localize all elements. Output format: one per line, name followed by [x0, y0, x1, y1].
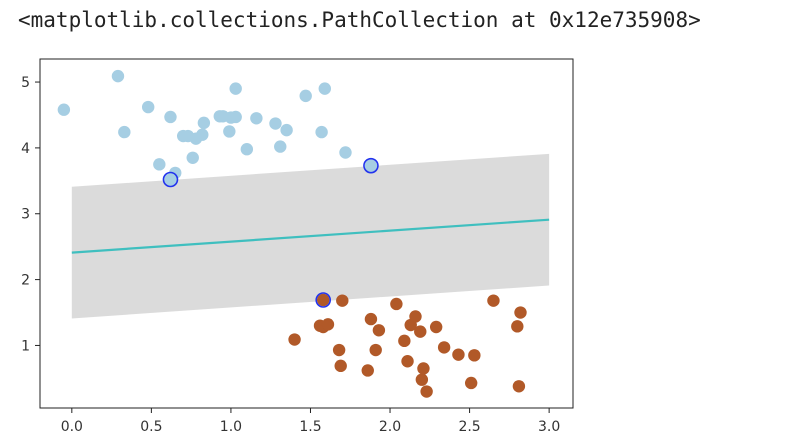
scatter-point-class-1 [437, 341, 451, 354]
scatter-point-class-0 [164, 173, 177, 186]
scatter-point-class-0 [229, 82, 242, 95]
scatter-point-class-1 [390, 297, 403, 311]
scatter-point-class-1 [364, 312, 378, 326]
scatter-point-class-1 [409, 310, 422, 323]
scatter-point-class-1 [317, 293, 330, 307]
x-tick-label: 0.0 [61, 419, 83, 435]
scatter-point-class-1 [321, 318, 335, 331]
scatter-point-class-1 [464, 376, 478, 390]
decision-line [71, 218, 550, 254]
scatter-point-class-1 [401, 355, 414, 368]
scatter-point-class-1 [512, 380, 526, 393]
scatter-point-class-0 [57, 103, 71, 116]
scatter-point-class-1 [372, 324, 386, 337]
support-vector-ring [162, 171, 179, 188]
scatter-point-class-1 [514, 306, 527, 319]
scatter-point-class-0 [280, 123, 293, 137]
scatter-point-class-1 [420, 385, 433, 398]
y-tick-label: 1 [21, 338, 30, 354]
support-vector-ring [363, 157, 379, 174]
x-tick-label: 1.5 [299, 419, 321, 435]
scatter-point-class-1 [429, 320, 443, 334]
scatter-point-class-1 [487, 294, 500, 307]
scatter-point-class-0 [318, 82, 331, 95]
scatter-point-class-1 [468, 349, 481, 362]
scatter-point-class-0 [315, 125, 328, 139]
scatter-point-class-1 [288, 333, 301, 346]
scatter-point-class-0 [111, 69, 125, 83]
scatter-point-class-0 [274, 140, 287, 153]
scatter-point-class-0 [186, 151, 199, 164]
y-tick-label: 5 [21, 75, 30, 91]
scatter-point-class-1 [361, 364, 374, 377]
scatter-point-class-0 [240, 143, 254, 156]
scatter-point-class-0 [339, 146, 352, 159]
scatter-point-class-1 [414, 325, 427, 338]
y-tick-label: 3 [21, 207, 30, 223]
scatter-point-class-0 [269, 117, 282, 130]
y-tick-label: 2 [21, 273, 30, 289]
scatter-point-class-1 [369, 343, 382, 357]
scatter-point-class-1 [398, 334, 411, 348]
plot-frame [39, 58, 574, 409]
scatter-point-class-0 [164, 110, 177, 124]
scatter-point-class-0 [364, 159, 378, 172]
x-tick-label: 2.0 [379, 419, 401, 435]
x-tick-label: 0.5 [140, 419, 162, 435]
scatter-point-class-1 [332, 343, 346, 357]
scatter-point-class-1 [334, 359, 347, 373]
x-tick-label: 2.5 [458, 419, 480, 435]
x-tick-label: 1.0 [220, 419, 242, 435]
scatter-point-class-0 [118, 125, 131, 139]
cell-output-text: <matplotlib.collections.PathCollection a… [18, 8, 701, 32]
scatter-point-class-1 [417, 362, 430, 375]
scatter-point-class-0 [299, 89, 312, 103]
y-tick-label: 4 [21, 141, 30, 157]
scatter-point-class-1 [336, 294, 349, 307]
scatter-point-class-1 [415, 373, 429, 386]
scatter-point-class-0 [153, 158, 166, 171]
scatter-point-class-0 [250, 112, 263, 125]
scatter-point-class-0 [229, 110, 242, 124]
scatter-point-class-0 [197, 116, 211, 130]
scatter-point-class-1 [452, 348, 465, 361]
support-vector-ring [315, 292, 332, 308]
x-tick-label: 3.0 [538, 419, 560, 435]
scatter-point-class-0 [141, 100, 155, 114]
scatter-point-class-0 [196, 128, 209, 141]
scatter-point-class-0 [223, 125, 236, 138]
scatter-point-class-1 [511, 320, 524, 333]
